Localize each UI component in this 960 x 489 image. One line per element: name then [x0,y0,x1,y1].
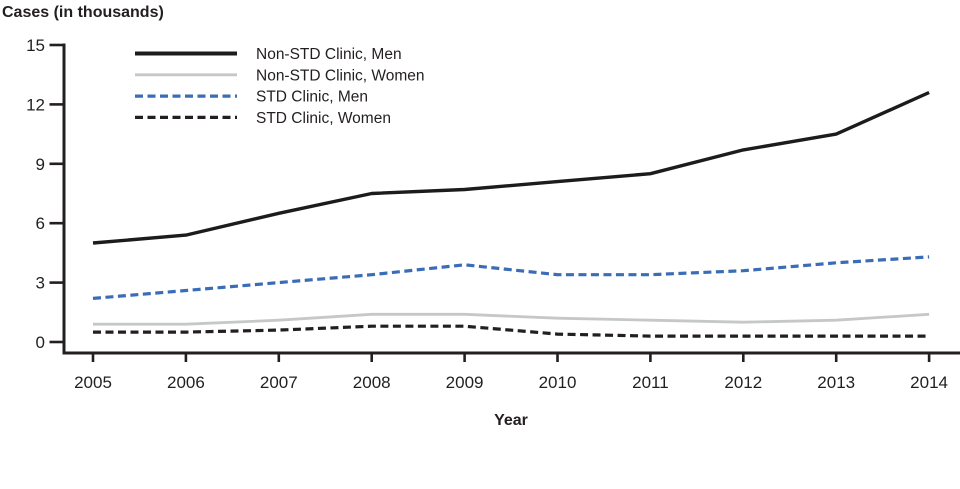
x-tick-label: 2011 [632,373,669,392]
x-tick-label: 2005 [74,373,112,392]
x-axis-ticks: 2005 2006 2007 2008 2009 2010 2011 2012 2013 2014 [74,353,948,392]
series-line-std-clinic-women [93,324,930,338]
x-tick-label: 2010 [539,373,577,392]
x-tick-label: 2012 [724,373,762,392]
x-axis: 2005 2006 2007 2008 2009 2010 2011 2012 2013 2014 [62,351,960,392]
y-tick-label: 12 [26,95,45,114]
legend-label: Non-STD Clinic, Men [256,46,402,63]
legend-label: STD Clinic, Women [256,110,391,127]
x-tick-label: 2009 [446,373,484,392]
y-tick-label: 6 [36,214,45,233]
x-tick-label: 2013 [817,373,855,392]
x-tick-label: 2007 [260,373,298,392]
series-line-non-std-clinic-women [93,312,930,326]
y-tick-label: 3 [36,274,45,293]
y-tick-label: 15 [26,36,45,55]
x-tick-label: 2006 [167,373,205,392]
y-tick-label: 0 [36,333,45,352]
y-axis-title: Cases (in thousands) [2,4,164,21]
x-tick-label: 2008 [353,373,391,392]
y-axis-ticks: 0 3 6 9 12 15 [26,36,64,352]
series-line-non-std-clinic-men [92,90,930,245]
x-axis-title: Year [494,412,528,429]
series-lines [92,90,930,338]
x-tick-label: 2014 [910,373,948,392]
legend-label: STD Clinic, Men [256,89,368,106]
series-line-std-clinic-men [92,255,930,300]
legend: Non-STD Clinic, Men Non-STD Clinic, Women… [135,46,425,127]
y-axis: 0 3 6 9 12 15 [26,36,66,355]
y-tick-label: 9 [36,155,45,174]
legend-label: Non-STD Clinic, Women [256,67,425,84]
